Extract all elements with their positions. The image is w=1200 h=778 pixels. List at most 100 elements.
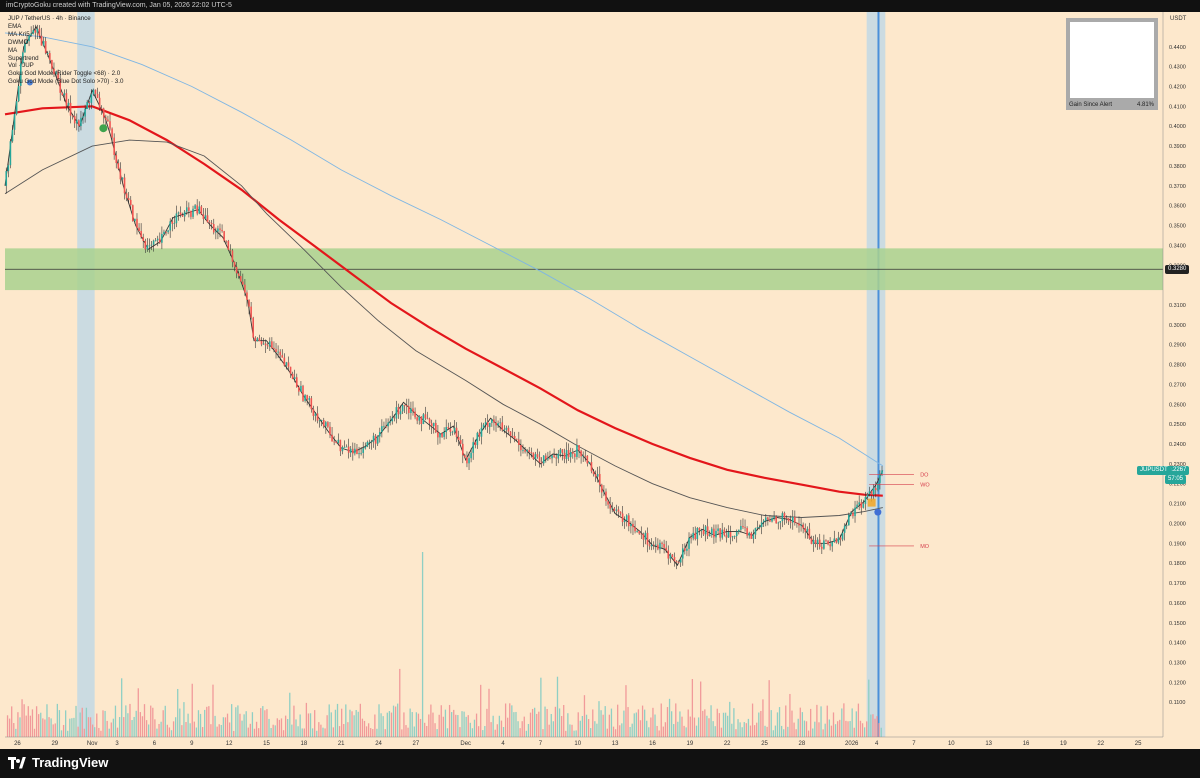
volume-bar (652, 707, 654, 737)
candle-body (331, 434, 333, 442)
x-tick-label: 7 (912, 741, 916, 747)
volume-bar (46, 704, 48, 737)
candle-body (44, 41, 47, 54)
candle-body (661, 542, 663, 544)
legend-symbol[interactable]: JUP / TetherUS · 4h · Binance (8, 15, 91, 22)
volume-bar (417, 713, 420, 737)
volume-bar (646, 720, 648, 737)
volume-bar (361, 718, 364, 737)
candle-body (806, 528, 809, 532)
alert-row: Gain Since Alert 4.81% (1066, 100, 1158, 110)
candle-body (515, 438, 518, 440)
volume-bar (830, 725, 833, 737)
legend-item[interactable]: Goku God Mode (Blue Dot Solo >70) · 3.0 (8, 78, 124, 86)
candle-body (78, 120, 80, 126)
volume-bar (69, 718, 71, 737)
candle-body (655, 544, 657, 546)
volume-bar (749, 725, 752, 737)
volume-bar (502, 727, 505, 737)
volume-bar (405, 725, 407, 737)
candle-body (854, 507, 856, 517)
volume-bar (382, 716, 384, 737)
candle-body (364, 446, 367, 449)
volume-bar (131, 720, 133, 737)
candle-body (447, 427, 450, 429)
candle-body (262, 343, 265, 345)
candle-body (231, 250, 234, 262)
legend-item[interactable]: DWMO (8, 38, 29, 46)
candle-body (619, 511, 622, 514)
volume-bar (569, 724, 571, 737)
volume-bar (208, 706, 210, 737)
candle-body (644, 532, 647, 540)
candle-body (482, 424, 485, 428)
candle-body (55, 71, 57, 75)
candle-body (337, 439, 340, 443)
volume-bar (15, 728, 17, 737)
volume-bar (722, 712, 725, 737)
candle-body (295, 377, 298, 388)
volume-bar (534, 707, 536, 737)
legend-item[interactable]: Goku God Mode (Rider Toggle <68) · 2.0 (8, 70, 121, 78)
candle-body (538, 456, 541, 463)
candle-body (291, 373, 294, 380)
legend-item[interactable]: Vol · JUP (8, 62, 34, 70)
legend-item[interactable]: MA Kri5 (8, 30, 30, 38)
candle-body (430, 423, 433, 427)
candle-body (57, 71, 59, 80)
volume-bar (432, 712, 434, 737)
volume-bar (459, 727, 461, 737)
candle-body (424, 414, 427, 419)
candle-body (192, 208, 194, 217)
volume-bar (85, 707, 88, 737)
volume-bar (108, 728, 110, 737)
volume-bar (98, 727, 100, 737)
volume-bar (67, 730, 69, 737)
candle-body (837, 537, 840, 543)
volume-bar (795, 729, 797, 737)
volume-bar (724, 712, 727, 737)
candle-body (69, 102, 72, 116)
candle-body (405, 405, 408, 407)
volume-bar (567, 713, 569, 737)
candle-body (609, 504, 611, 509)
candle-body (426, 418, 429, 420)
legend-item[interactable]: MA (8, 46, 18, 54)
volume-bar (316, 730, 318, 737)
chart-canvas[interactable]: DO WO MO 0.4400 0.4300 0.4200 0.4100 0.4000 0.39… (0, 12, 1200, 749)
candle-body (119, 168, 122, 180)
candle-body (306, 395, 308, 400)
x-tick-label: 19 (686, 741, 693, 747)
volume-bar (303, 728, 305, 737)
candle-countdown-tag: 57:05 (1165, 475, 1187, 485)
volume-bar (272, 724, 274, 737)
level-label: MO (920, 544, 930, 550)
volume-bar (492, 715, 494, 737)
candle-body (310, 398, 313, 410)
candle-body (285, 362, 288, 366)
blue-signal-dot (26, 79, 33, 86)
candle-body (623, 520, 626, 523)
volume-bar (666, 707, 669, 737)
volume-bar (816, 704, 818, 737)
candle-body (329, 426, 331, 435)
volume-bar (581, 715, 584, 737)
volume-bar (751, 703, 754, 737)
candle-body (588, 462, 591, 464)
series-ma (4, 32, 884, 467)
legend-item[interactable]: Supertrend (8, 54, 39, 62)
x-tick-label: 26 (14, 741, 21, 747)
volume-bar (668, 698, 671, 737)
candle-body (488, 422, 491, 428)
candle-body (648, 544, 651, 547)
volume-bar (276, 718, 278, 737)
volume-bar (52, 724, 54, 737)
candle-body (142, 237, 145, 241)
candle-body (42, 41, 45, 46)
tradingview-logo[interactable]: TradingView (8, 755, 108, 770)
candle-body (422, 414, 425, 424)
volume-bar (367, 723, 370, 737)
volume-bar (50, 718, 52, 737)
legend-item[interactable]: EMA (8, 22, 22, 30)
y-tick-label: 0.1300 (1169, 661, 1186, 667)
